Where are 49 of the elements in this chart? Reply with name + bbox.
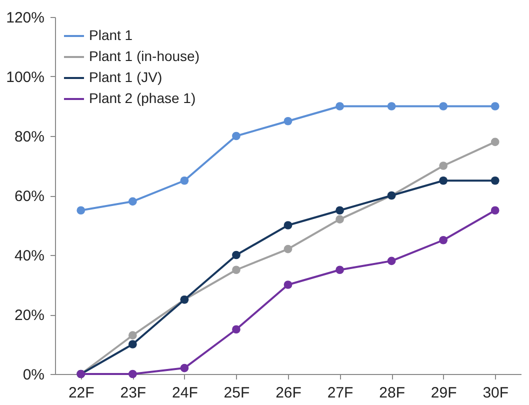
x-tick-label: 26F (276, 384, 302, 402)
x-tick-label: 29F (430, 384, 457, 402)
legend-label: Plant 1 (in-house) (89, 48, 200, 64)
point (128, 370, 137, 378)
legend-label: Plant 2 (phase 1) (89, 90, 196, 106)
y-tick-label: 0% (22, 366, 44, 384)
point (128, 340, 137, 348)
point (387, 256, 396, 266)
point (387, 102, 396, 110)
x-tick-label: 30F (482, 384, 509, 402)
legend-label: Plant 1 (JV) (89, 69, 162, 85)
x-tick-label: 22F (68, 384, 94, 402)
point (128, 197, 137, 206)
point (232, 250, 240, 260)
point (336, 102, 344, 110)
point (439, 176, 448, 185)
point (284, 221, 292, 230)
point (490, 206, 500, 215)
point (76, 206, 86, 215)
y-tick-label: 40% (14, 248, 44, 264)
x-tick-label: 23F (120, 384, 146, 402)
point (336, 215, 344, 224)
point (439, 162, 448, 170)
x-tick-label: 28F (379, 384, 405, 402)
point (490, 138, 500, 146)
point (490, 102, 500, 110)
point (336, 206, 344, 215)
y-tick-label: 60% (14, 188, 44, 205)
y-tick-label: 120% (6, 10, 44, 26)
x-tick-label: 24F (172, 384, 198, 402)
point (180, 364, 189, 372)
point (180, 176, 189, 185)
legend-label: Plant 1 (89, 27, 133, 43)
point (284, 244, 292, 254)
y-tick-label: 80% (14, 128, 44, 146)
point (284, 116, 292, 126)
point (284, 280, 292, 289)
point (128, 331, 137, 340)
point (439, 236, 448, 244)
point (232, 266, 240, 274)
point (439, 102, 448, 110)
point (232, 325, 240, 334)
point (232, 132, 240, 140)
x-tick-label: 27F (327, 384, 354, 402)
y-tick-label: 20% (14, 307, 44, 324)
x-tick-label: 25F (224, 384, 250, 402)
y-tick-label: 100% (6, 69, 44, 86)
point (336, 266, 344, 274)
point (490, 176, 500, 185)
